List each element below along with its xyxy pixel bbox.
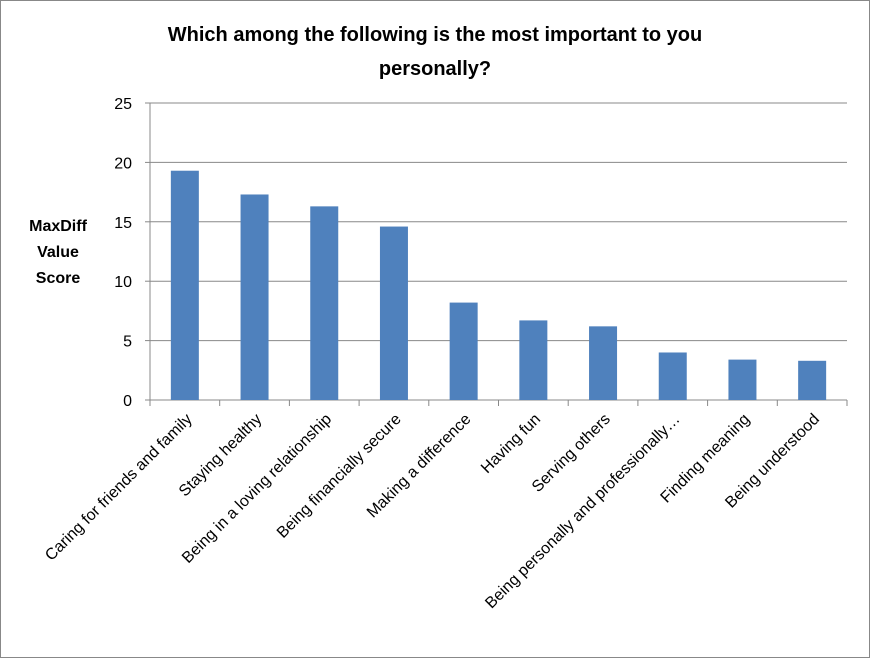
y-tick-label: 5 [123, 334, 132, 351]
bar [379, 226, 408, 400]
bar [170, 170, 199, 400]
bar [519, 320, 548, 400]
y-axis-label: MaxDiff Value Score [29, 218, 87, 287]
bar [658, 352, 687, 400]
bar [240, 194, 269, 400]
chart-title: Which among the following is the most im… [167, 24, 703, 80]
bar [589, 326, 618, 400]
bar [310, 206, 339, 400]
y-tick-label: 20 [114, 155, 132, 172]
bar [449, 302, 478, 400]
bar [798, 360, 827, 400]
y-tick-label: 15 [114, 215, 132, 232]
y-tick-label: 10 [114, 274, 132, 291]
y-tick-label: 25 [114, 96, 132, 113]
y-tick-label: 0 [123, 393, 132, 410]
bar [728, 359, 757, 400]
